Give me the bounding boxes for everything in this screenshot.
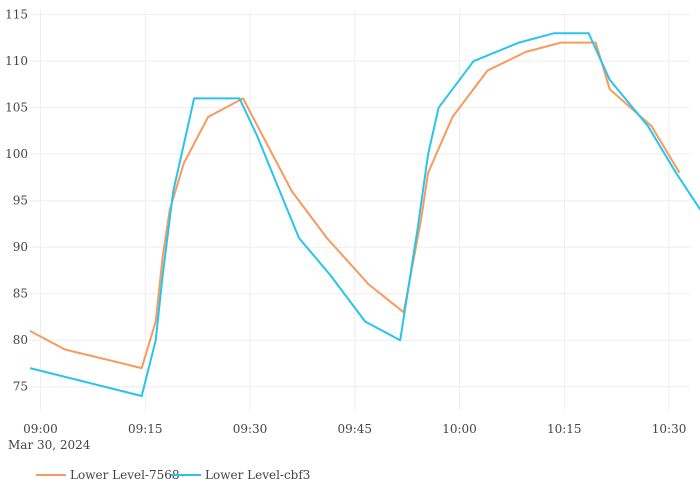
legend-label: Lower Level-cbf3 [205, 468, 310, 482]
y-tick-label: 105 [5, 101, 28, 115]
x-tick-label: 09:00 [23, 422, 58, 436]
y-axis-ticks: 75 80 85 90 95 100 105 110 115 [5, 8, 28, 394]
y-tick-label: 115 [5, 8, 28, 22]
y-tick-label: 85 [13, 287, 28, 301]
legend-item-2[interactable]: Lower Level-cbf3 [171, 468, 310, 482]
series-line-2[interactable] [29, 32, 700, 397]
grid [30, 10, 690, 410]
x-axis-date-label: Mar 30, 2024 [8, 438, 91, 452]
x-tick-label: 10:30 [652, 422, 687, 436]
y-tick-label: 95 [13, 194, 28, 208]
y-tick-label: 75 [13, 380, 28, 394]
legend-item-1[interactable]: Lower Level-7568 [36, 468, 180, 482]
x-axis-ticks: 09:00 09:15 09:30 09:45 10:00 10:15 10:30 [23, 422, 686, 436]
legend[interactable]: Lower Level-7568 Lower Level-cbf3 [36, 468, 310, 482]
x-tick-label: 09:30 [233, 422, 268, 436]
x-tick-label: 09:15 [128, 422, 163, 436]
series-line-1[interactable] [29, 41, 681, 370]
y-tick-label: 90 [13, 240, 28, 254]
x-tick-label: 10:15 [547, 422, 582, 436]
y-tick-label: 110 [5, 54, 28, 68]
series-lines [29, 32, 700, 397]
legend-label: Lower Level-7568 [70, 468, 180, 482]
x-tick-label: 10:00 [442, 422, 477, 436]
y-tick-label: 100 [5, 147, 28, 161]
x-tick-label: 09:45 [337, 422, 372, 436]
y-tick-label: 80 [13, 333, 28, 347]
